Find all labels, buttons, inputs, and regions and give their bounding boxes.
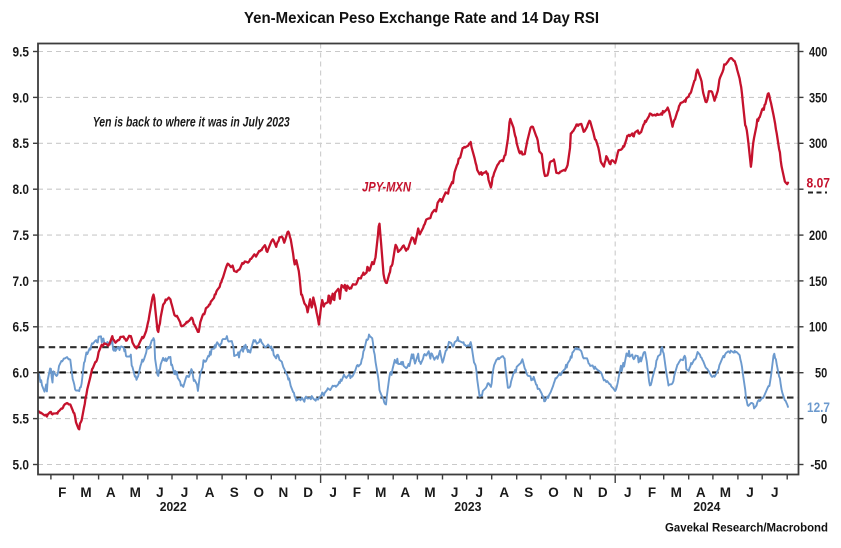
svg-text:F: F [58, 485, 66, 500]
svg-text:N: N [573, 485, 583, 500]
svg-text:9.5: 9.5 [13, 44, 30, 59]
svg-text:350: 350 [809, 90, 827, 105]
svg-text:JPY-MXN: JPY-MXN [362, 179, 412, 195]
svg-text:J: J [451, 485, 459, 500]
svg-text:300: 300 [809, 136, 827, 151]
svg-text:S: S [524, 485, 533, 500]
svg-text:400: 400 [809, 44, 827, 59]
svg-text:0: 0 [821, 412, 827, 427]
svg-text:6.0: 6.0 [13, 366, 30, 381]
svg-text:A: A [499, 485, 509, 500]
svg-text:8.5: 8.5 [13, 136, 30, 151]
svg-text:M: M [375, 485, 386, 500]
svg-text:D: D [303, 485, 313, 500]
svg-text:5.0: 5.0 [13, 457, 30, 472]
svg-text:M: M [720, 485, 731, 500]
svg-text:200: 200 [809, 228, 827, 243]
svg-text:M: M [424, 485, 435, 500]
svg-text:J: J [329, 485, 337, 500]
svg-text:150: 150 [809, 274, 827, 289]
svg-text:2022: 2022 [160, 499, 187, 514]
svg-text:J: J [624, 485, 632, 500]
svg-text:Yen is back to where it was in: Yen is back to where it was in July 2023 [93, 114, 290, 130]
svg-text:M: M [671, 485, 682, 500]
svg-text:A: A [696, 485, 706, 500]
svg-text:8.0: 8.0 [13, 182, 30, 197]
svg-text:Gavekal Research/Macrobond: Gavekal Research/Macrobond [665, 523, 828, 535]
svg-text:2024: 2024 [693, 499, 721, 514]
svg-text:F: F [353, 485, 361, 500]
svg-text:S: S [230, 485, 239, 500]
svg-text:A: A [106, 485, 116, 500]
svg-text:5.5: 5.5 [13, 412, 30, 427]
svg-text:O: O [254, 485, 265, 500]
svg-text:J: J [181, 485, 189, 500]
svg-text:O: O [548, 485, 559, 500]
svg-text:8.07: 8.07 [807, 176, 831, 191]
svg-text:2023: 2023 [454, 499, 481, 514]
svg-text:M: M [130, 485, 141, 500]
svg-text:-50: -50 [810, 457, 827, 472]
svg-text:100: 100 [809, 320, 827, 335]
svg-text:12.7: 12.7 [807, 400, 830, 415]
svg-text:6.5: 6.5 [13, 320, 30, 335]
svg-text:J: J [156, 485, 164, 500]
svg-text:F: F [648, 485, 656, 500]
svg-text:50: 50 [815, 366, 827, 381]
svg-text:Yen-Mexican Peso Exchange Rate: Yen-Mexican Peso Exchange Rate and 14 Da… [244, 10, 599, 27]
svg-text:D: D [598, 485, 608, 500]
svg-text:A: A [400, 485, 410, 500]
svg-text:9.0: 9.0 [13, 90, 30, 105]
svg-text:N: N [279, 485, 289, 500]
svg-text:7.0: 7.0 [13, 274, 30, 289]
svg-text:A: A [205, 485, 215, 500]
svg-text:M: M [80, 485, 91, 500]
svg-text:J: J [746, 485, 754, 500]
svg-text:J: J [771, 485, 779, 500]
svg-text:J: J [475, 485, 483, 500]
svg-text:7.5: 7.5 [13, 228, 30, 243]
